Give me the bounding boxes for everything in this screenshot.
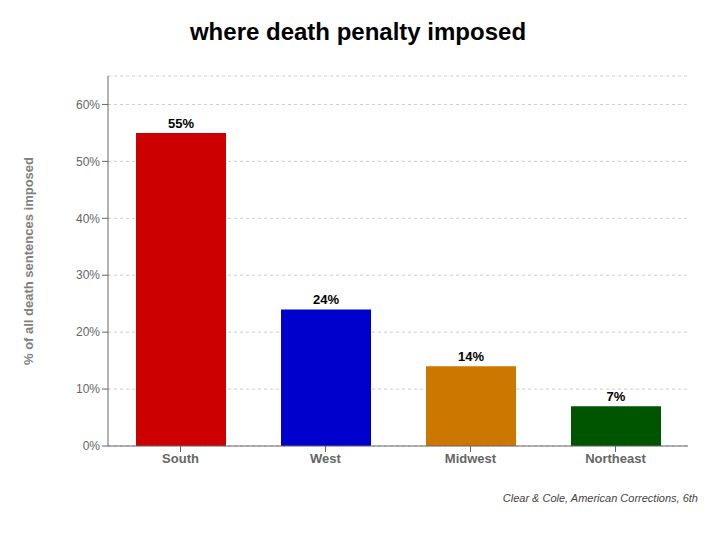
svg-text:50%: 50% [76,155,100,169]
svg-text:West: West [310,451,341,466]
svg-text:20%: 20% [76,325,100,339]
svg-text:40%: 40% [76,212,100,226]
svg-text:55%: 55% [168,116,194,131]
svg-text:60%: 60% [76,98,100,112]
svg-text:10%: 10% [76,382,100,396]
html-text:where death penalty imposed: where death penalty imposed [190,18,526,45]
svg-text:7%: 7% [607,389,626,404]
svg-text:24%: 24% [313,292,339,307]
svg-text:30%: 30% [76,268,100,282]
svg-text:% of all death sentences impos: % of all death sentences imposed [21,157,36,365]
svg-text:0%: 0% [83,439,101,453]
svg-text:14%: 14% [458,349,484,364]
svg-text:Northeast: Northeast [585,451,646,466]
html-text:Clear & Cole, American Correct: Clear & Cole, American Corrections, 6th [502,492,698,504]
svg-text:Midwest: Midwest [445,451,497,466]
svg-text:South: South [162,451,199,466]
